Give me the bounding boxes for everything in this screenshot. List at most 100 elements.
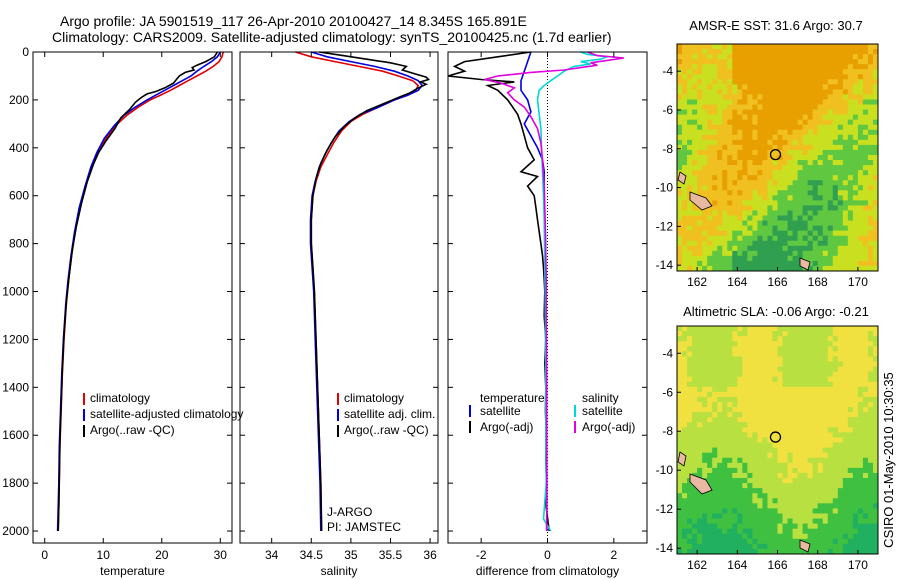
sla-cell [792,452,799,459]
sst-cell [697,180,703,186]
sst-cell [752,260,758,267]
sla-cell [787,472,793,479]
sst-cell [712,260,718,267]
sst-cell [797,89,804,95]
sst-cell [727,49,733,55]
sst-cell [767,99,773,105]
sla-cell [777,518,783,524]
sla-cell [707,341,713,347]
sla-cell [722,412,728,418]
sst-cell [742,154,748,161]
sst-cell [847,149,854,156]
sla-cell [852,326,859,332]
sla-cell [722,538,728,545]
sla-cell [757,493,763,499]
sst-cell [802,134,809,141]
sst-cell [797,79,804,85]
sst-cell [827,240,834,247]
sla-cell [827,427,834,433]
sst-cell [842,190,849,196]
sla-cell [727,361,733,367]
sla-cell [847,402,854,408]
sla-cell [682,371,688,378]
sla-map-xtick-label: 166 [767,558,787,572]
sla-cell [867,493,874,499]
sla-cell [707,518,713,524]
sst-cell [872,149,878,156]
sst-cell [812,220,819,226]
sla-cell [702,381,708,388]
sst-cell [777,89,783,95]
sla-cell [777,513,783,519]
sst-cell [767,235,773,242]
sla-cell [797,402,804,408]
sla-cell [812,513,819,519]
sla-cell [697,427,703,433]
sla-cell [872,331,878,337]
sst-cell [772,44,778,50]
sst-cell [692,160,698,166]
sla-cell [822,478,829,484]
sla-cell [752,366,758,372]
sla-cell [872,472,878,479]
sst-cell [762,265,768,271]
sst-cell [687,235,693,242]
sst-cell [697,129,703,136]
sla-cell [832,498,839,504]
sst-cell [757,170,763,176]
sst-cell [717,54,723,60]
sst-cell [702,79,708,85]
sst-cell [822,79,829,85]
sst-cell [872,265,878,271]
sst-cell [717,160,723,166]
sla-cell [752,336,758,342]
sst-cell [737,99,743,105]
sla-cell [842,437,849,443]
sla-cell [687,447,693,454]
sst-cell [827,124,834,131]
sla-cell [722,488,728,494]
sst-cell [852,185,859,191]
sst-cell [747,149,753,156]
sst-cell [862,59,869,65]
sst-cell [677,59,683,65]
sla-cell [737,483,743,489]
sst-cell [697,89,703,95]
sla-cell [857,361,864,367]
sla-cell [852,391,859,398]
sla-cell [797,528,804,535]
sla-cell [747,508,753,514]
sst-cell [742,225,748,232]
sst-cell [682,134,688,141]
sst-cell [812,230,819,237]
sla-cell [852,452,859,459]
sla-cell [722,336,728,342]
sla-cell [867,336,874,342]
sst-cell [792,54,799,60]
sst-cell [752,139,758,146]
sst-cell [692,149,698,156]
sst-cell [802,235,809,242]
sla-cell [762,386,768,393]
sla-cell [827,371,834,378]
sst-cell [722,180,728,186]
sla-cell [772,341,778,347]
sla-cell [817,371,824,378]
sla-cell [797,326,804,332]
sst-cell [787,139,793,146]
sst-cell [752,245,758,252]
sla-cell [837,518,844,524]
sla-cell [852,417,859,423]
sla-cell [737,518,743,524]
sla-cell [762,533,768,540]
sst-cell [787,165,793,171]
sst-cell [777,170,783,176]
sla-cell [717,488,723,494]
legend-satellite-adj-sal: satellite adj. clim. [344,407,435,421]
sst-cell [837,265,844,271]
sst-cell [747,250,753,257]
sst-cell [747,144,753,151]
sst-cell [712,99,718,105]
sla-cell [857,472,864,479]
sla-cell [847,452,854,459]
